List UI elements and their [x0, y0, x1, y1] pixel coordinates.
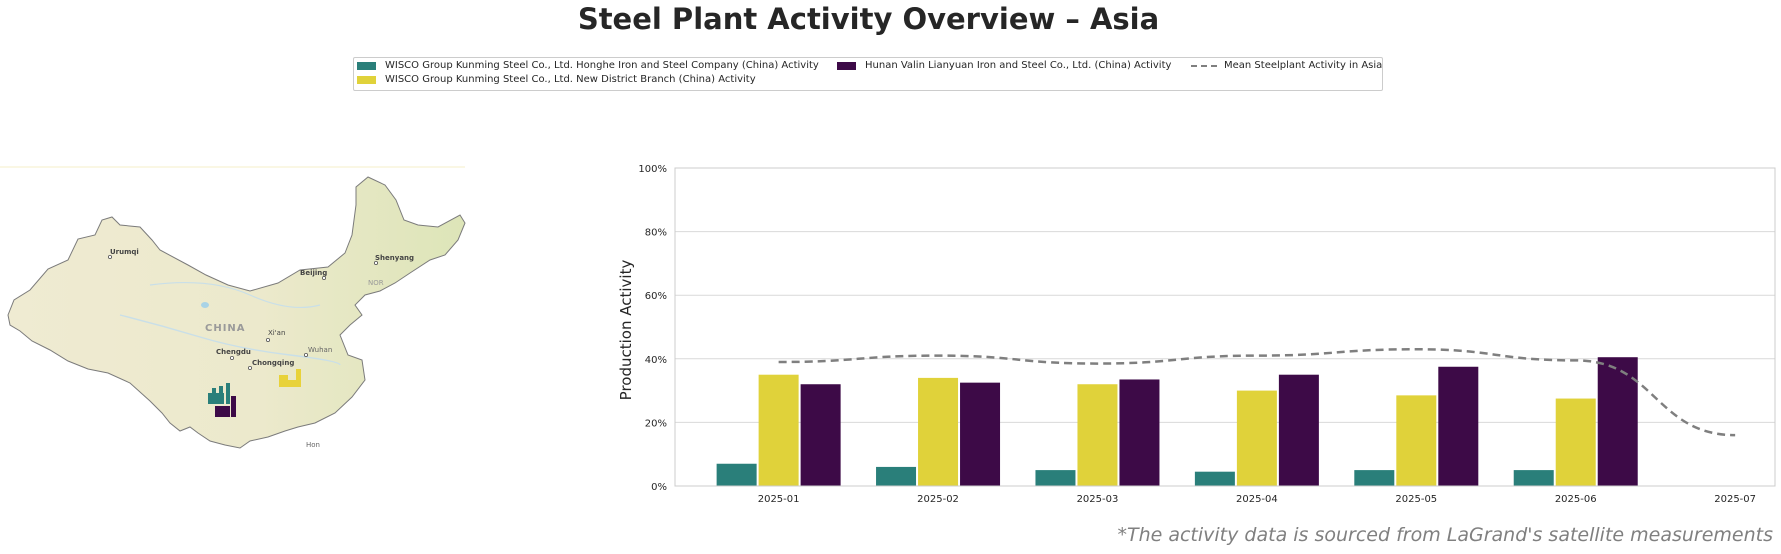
- bar: [1194, 471, 1235, 486]
- city-dot: [247, 365, 252, 370]
- bar: [1597, 357, 1638, 486]
- bar: [1354, 470, 1395, 486]
- bar: [1438, 366, 1479, 486]
- legend-label: WISCO Group Kunming Steel Co., Ltd. Hong…: [385, 60, 819, 71]
- chart-area: 0% 20% 40% 60% 80% 100% 2025-01 2025-02 2025-03 2…: [600, 150, 1781, 505]
- china-map: Urumqi Beijing Shenyang Xi'an Chengdu Ch…: [0, 165, 470, 495]
- bar: [1236, 390, 1277, 486]
- footnote: *The activity data is sourced from LaGra…: [1117, 524, 1773, 546]
- y-tick-label: 0%: [651, 482, 667, 493]
- plant-icon-honghe: [208, 383, 230, 404]
- city-label-urumqi: Urumqi: [110, 248, 139, 256]
- city-label-chongqing: Chongqing: [252, 359, 294, 367]
- bar: [1119, 379, 1160, 486]
- plot-frame: [674, 167, 1776, 487]
- country-label: CHINA: [205, 323, 246, 334]
- bar: [1035, 470, 1076, 486]
- bar: [1278, 374, 1319, 486]
- city-label-hon: Hon: [306, 441, 320, 449]
- city-label-beijing: Beijing: [300, 269, 327, 277]
- bar: [1077, 384, 1118, 486]
- city-label-nor: NOR: [368, 279, 384, 287]
- city-label-shenyang: Shenyang: [375, 254, 414, 262]
- bars: [716, 357, 1638, 486]
- bar: [800, 384, 841, 486]
- legend-swatch: [357, 61, 376, 70]
- bar: [918, 377, 959, 486]
- x-tick-label: 2025-02: [917, 494, 959, 505]
- bar: [1513, 470, 1554, 486]
- bar: [1555, 398, 1596, 486]
- city-labels: Urumqi Beijing Shenyang Xi'an Chengdu Ch…: [110, 248, 414, 449]
- city-label-xian: Xi'an: [268, 329, 285, 337]
- legend-item-lianyuan: Hunan Valin Lianyuan Iron and Steel Co.,…: [837, 60, 1171, 71]
- legend-label: Hunan Valin Lianyuan Iron and Steel Co.,…: [865, 60, 1172, 71]
- plant-icon-lianyuan: [215, 396, 236, 417]
- x-tick-label: 2025-04: [1236, 494, 1278, 505]
- y-tick-label: 100%: [638, 164, 667, 175]
- bar: [876, 466, 917, 486]
- x-tick-label: 2025-06: [1555, 494, 1597, 505]
- legend-item-honghe: WISCO Group Kunming Steel Co., Ltd. Hong…: [357, 60, 819, 71]
- city-dot: [265, 337, 270, 342]
- bar: [758, 374, 799, 486]
- plant-icon-new-district: [279, 369, 301, 387]
- mean-line-layer: [778, 348, 1736, 437]
- mean-activity-line: [778, 348, 1736, 437]
- city-label-chengdu: Chengdu: [216, 348, 251, 356]
- lake: [201, 302, 209, 308]
- city-markers: [108, 255, 378, 370]
- bar-chart: 0% 20% 40% 60% 80% 100% 2025-01 2025-02 2025-03 2…: [617, 164, 1776, 505]
- y-tick-label: 80%: [645, 228, 667, 239]
- x-tick-label: 2025-05: [1395, 494, 1437, 505]
- bar: [1396, 395, 1437, 486]
- bar: [716, 463, 757, 486]
- legend-label: WISCO Group Kunming Steel Co., Ltd. New …: [385, 74, 756, 85]
- legend-item-mean: Mean Steelplant Activity in Asia: [1191, 60, 1382, 71]
- x-tick-label: 2025-01: [758, 494, 800, 505]
- city-dot: [373, 261, 378, 266]
- legend-label: Mean Steelplant Activity in Asia: [1224, 60, 1383, 71]
- city-dot: [108, 255, 113, 260]
- river-yellow: [149, 281, 321, 309]
- y-tick-label: 40%: [645, 355, 667, 366]
- legend-swatch: [837, 61, 856, 70]
- x-tick-label: 2025-07: [1714, 494, 1756, 505]
- city-dot: [229, 355, 234, 360]
- legend-swatch: [357, 75, 376, 84]
- city-dot: [321, 276, 326, 281]
- china-landmass: [7, 176, 466, 449]
- legend: WISCO Group Kunming Steel Co., Ltd. Hong…: [353, 57, 1383, 91]
- city-dot: [303, 352, 308, 357]
- y-axis-label: Production Activity: [617, 260, 635, 401]
- axes: 0% 20% 40% 60% 80% 100% 2025-01 2025-02 2025-03 2…: [638, 164, 1776, 505]
- chart-title: Steel Plant Activity Overview – Asia: [577, 2, 1160, 36]
- river-yangtze: [119, 314, 341, 366]
- china-map-svg: Urumqi Beijing Shenyang Xi'an Chengdu Ch…: [0, 166, 466, 449]
- legend-item-new-district: WISCO Group Kunming Steel Co., Ltd. New …: [357, 74, 756, 85]
- bar: [960, 382, 1001, 486]
- x-tick-label: 2025-03: [1077, 494, 1119, 505]
- legend-swatch-dashed: [1191, 64, 1217, 67]
- y-tick-label: 20%: [645, 418, 667, 429]
- y-tick-label: 60%: [645, 291, 667, 302]
- city-label-wuhan: Wuhan: [308, 346, 332, 354]
